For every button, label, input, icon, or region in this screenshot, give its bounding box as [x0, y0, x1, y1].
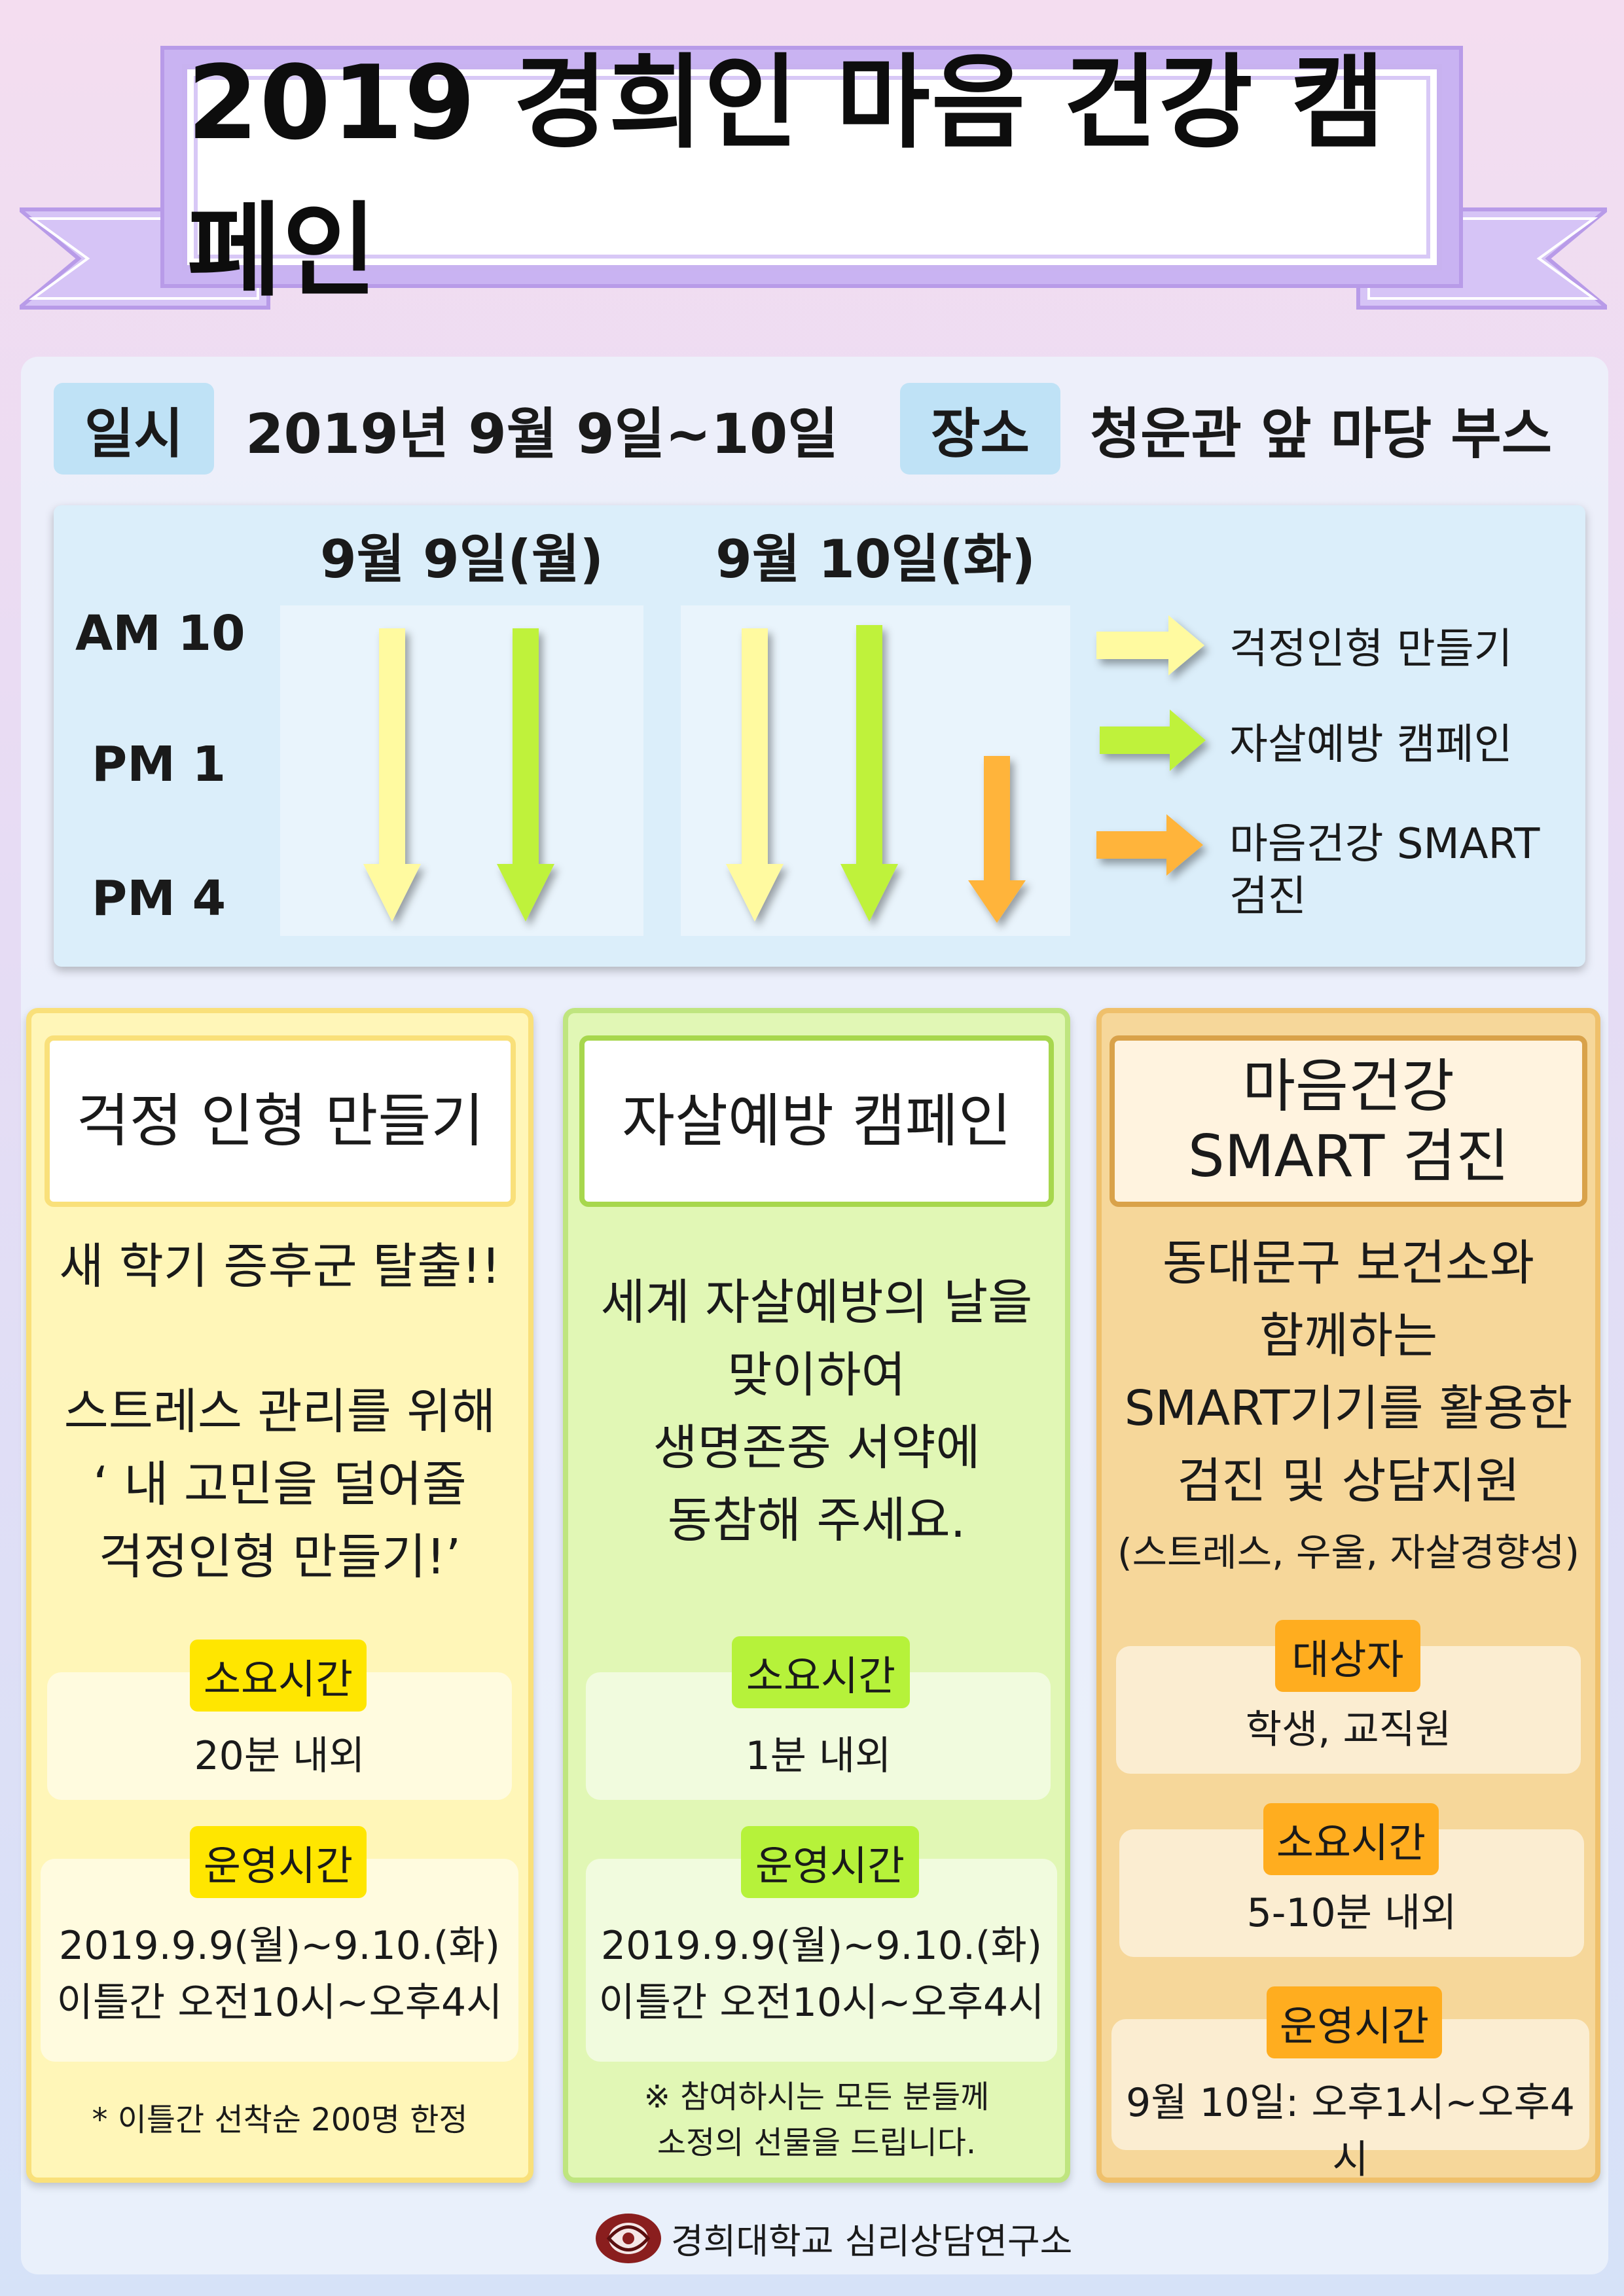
time-label-pm4: PM 4 [92, 870, 226, 927]
page-title: 2019 경희인 마음 건강 캠페인 [187, 43, 1386, 310]
prevention-hours: 2019.9.9(월)~9.10.(화) 이틀간 오전10시~오후4시 [586, 1918, 1057, 2032]
doll-desc-line5: 걱정인형 만들기!’ [98, 1529, 461, 1585]
prevention-note-line2: 소정의 선물을 드립니다. [657, 2124, 977, 2161]
smart-heading-line2: SMART 검진 [1187, 1122, 1509, 1190]
footer-organization: 경희대학교 심리상담연구소 [671, 2221, 1073, 2262]
prevention-hours-tag: 운영시간 [741, 1826, 919, 1898]
doll-desc-line2 [36, 1303, 524, 1376]
doll-hours-tag: 운영시간 [190, 1826, 367, 1898]
prevention-heading: 자살예방 캠페인 [622, 1087, 1011, 1155]
smart-desc-line3: SMART기기를 활용한 [1124, 1380, 1573, 1437]
date-label-badge: 일시 [54, 383, 214, 475]
prevention-duration-tag: 소요시간 [732, 1636, 910, 1708]
doll-duration-tag: 소요시간 [190, 1640, 367, 1712]
date-value: 2019년 9월 9일~10일 [245, 402, 839, 466]
arrow-day1-prevention [497, 628, 554, 922]
legend-arrow-doll [1096, 615, 1204, 675]
smart-description: 동대문구 보건소와 함께하는 SMART기기를 활용한 검진 및 상담지원 [1103, 1227, 1594, 1518]
legend-arrow-prevention [1100, 709, 1206, 771]
doll-desc-line1: 새 학기 증후군 탈출!! [59, 1238, 501, 1295]
smart-desc-line1: 동대문구 보건소와 [1162, 1235, 1535, 1291]
title-banner-inner: 2019 경희인 마음 건강 캠페인 [182, 43, 1442, 310]
doll-heading: 걱정 인형 만들기 [76, 1087, 484, 1155]
schedule-arrows [363, 615, 1206, 923]
prevention-note-line1: ※ 참여하시는 모든 분들께 [643, 2079, 990, 2115]
place-label: 장소 [931, 403, 1030, 465]
legend-arrow-smart [1096, 814, 1203, 876]
smart-duration: 5-10분 내외 [1246, 1890, 1457, 1936]
legend-label-smart: 마음건강 SMART 검진 [1229, 818, 1540, 923]
smart-heading-line1: 마음건강 [1242, 1052, 1454, 1120]
day1-heading: 9월 9일(월) [319, 529, 604, 590]
smart-hours: 9월 10일: 오후1시~오후4시 [1126, 2080, 1575, 2183]
arrow-day2-doll [726, 628, 784, 922]
smart-hours-tag: 운영시간 [1267, 1986, 1442, 2058]
smart-desc-line4: 검진 및 상담지원 [1177, 1453, 1520, 1509]
prevention-desc-line3: 생명존중 서약에 [653, 1420, 981, 1476]
day2-heading: 9월 10일(화) [715, 529, 1036, 590]
smart-target: 학생, 교직원 [1245, 1707, 1452, 1753]
arrow-day1-doll [363, 628, 421, 922]
smart-heading-box: 마음건강 SMART 검진 [1110, 1035, 1587, 1207]
prevention-duration: 1분 내외 [745, 1733, 892, 1779]
doll-heading-box: 걱정 인형 만들기 [45, 1035, 516, 1207]
doll-note: * 이틀간 선착순 200명 한정 [92, 2102, 468, 2138]
arrow-day2-prevention [840, 625, 898, 922]
prevention-desc-line2: 맞이하여 [727, 1347, 906, 1403]
prevention-description: 세계 자살예방의 날을 맞이하여 생명존중 서약에 동참해 주세요. [573, 1266, 1060, 1557]
prevention-heading-box: 자살예방 캠페인 [579, 1035, 1054, 1207]
legend-label-doll: 걱정인형 만들기 [1229, 625, 1513, 673]
place-label-badge: 장소 [900, 383, 1060, 475]
time-label-pm1: PM 1 [92, 736, 226, 793]
legend-label-smart-line2: 검진 [1229, 872, 1307, 921]
doll-duration: 20분 내외 [194, 1733, 365, 1779]
place-value: 청운관 앞 마당 부스 [1090, 402, 1552, 466]
doll-hours-line2: 이틀간 오전10시~오후4시 [56, 1980, 503, 2026]
prevention-desc-line1: 세계 자살예방의 날을 [600, 1274, 1033, 1331]
prevention-note: ※ 참여하시는 모든 분들께 소정의 선물을 드립니다. [573, 2075, 1060, 2166]
doll-description: 새 학기 증후군 탈출!! 스트레스 관리를 위해 ‘ 내 고민을 덜어줄 걱정… [36, 1230, 524, 1594]
doll-desc-line4: ‘ 내 고민을 덜어줄 [93, 1456, 467, 1513]
day1-column [280, 605, 643, 936]
smart-desc-sub: (스트레스, 우울, 자살경향성) [1117, 1530, 1579, 1575]
prevention-hours-line2: 이틀간 오전10시~오후4시 [598, 1980, 1045, 2026]
prevention-hours-line1: 2019.9.9(월)~9.10.(화) [600, 1923, 1043, 1969]
smart-duration-tag: 소요시간 [1263, 1803, 1439, 1875]
date-label: 일시 [84, 403, 183, 465]
legend-label-prevention: 자살예방 캠페인 [1229, 721, 1513, 769]
prevention-desc-line4: 동참해 주세요. [667, 1492, 966, 1549]
doll-hours: 2019.9.9(월)~9.10.(화) 이틀간 오전10시~오후4시 [41, 1918, 518, 2032]
time-label-am10: AM 10 [75, 605, 245, 662]
doll-hours-line1: 2019.9.9(월)~9.10.(화) [58, 1923, 501, 1969]
doll-desc-line3: 스트레스 관리를 위해 [63, 1384, 496, 1440]
university-emblem-icon [596, 2214, 661, 2263]
arrow-day2-smart [968, 756, 1026, 923]
legend-label-smart-line1: 마음건강 SMART [1229, 820, 1540, 869]
smart-target-tag: 대상자 [1275, 1620, 1420, 1692]
smart-desc-line2: 함께하는 [1259, 1308, 1438, 1364]
